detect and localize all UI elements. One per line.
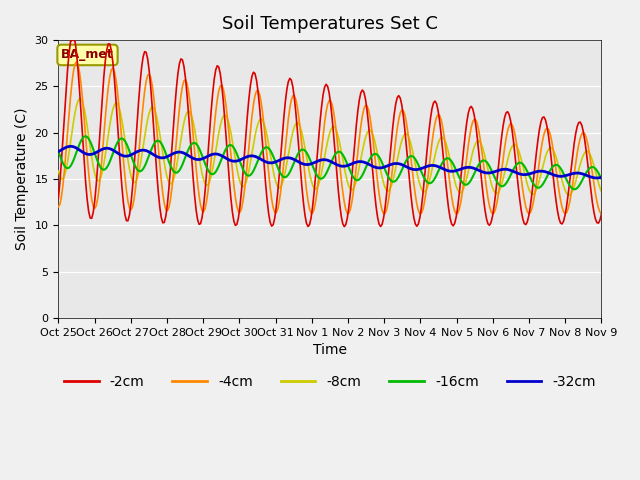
Title: Soil Temperatures Set C: Soil Temperatures Set C xyxy=(222,15,438,33)
X-axis label: Time: Time xyxy=(313,343,347,357)
Legend: -2cm, -4cm, -8cm, -16cm, -32cm: -2cm, -4cm, -8cm, -16cm, -32cm xyxy=(58,369,602,394)
Y-axis label: Soil Temperature (C): Soil Temperature (C) xyxy=(15,108,29,250)
Text: BA_met: BA_met xyxy=(61,48,114,61)
